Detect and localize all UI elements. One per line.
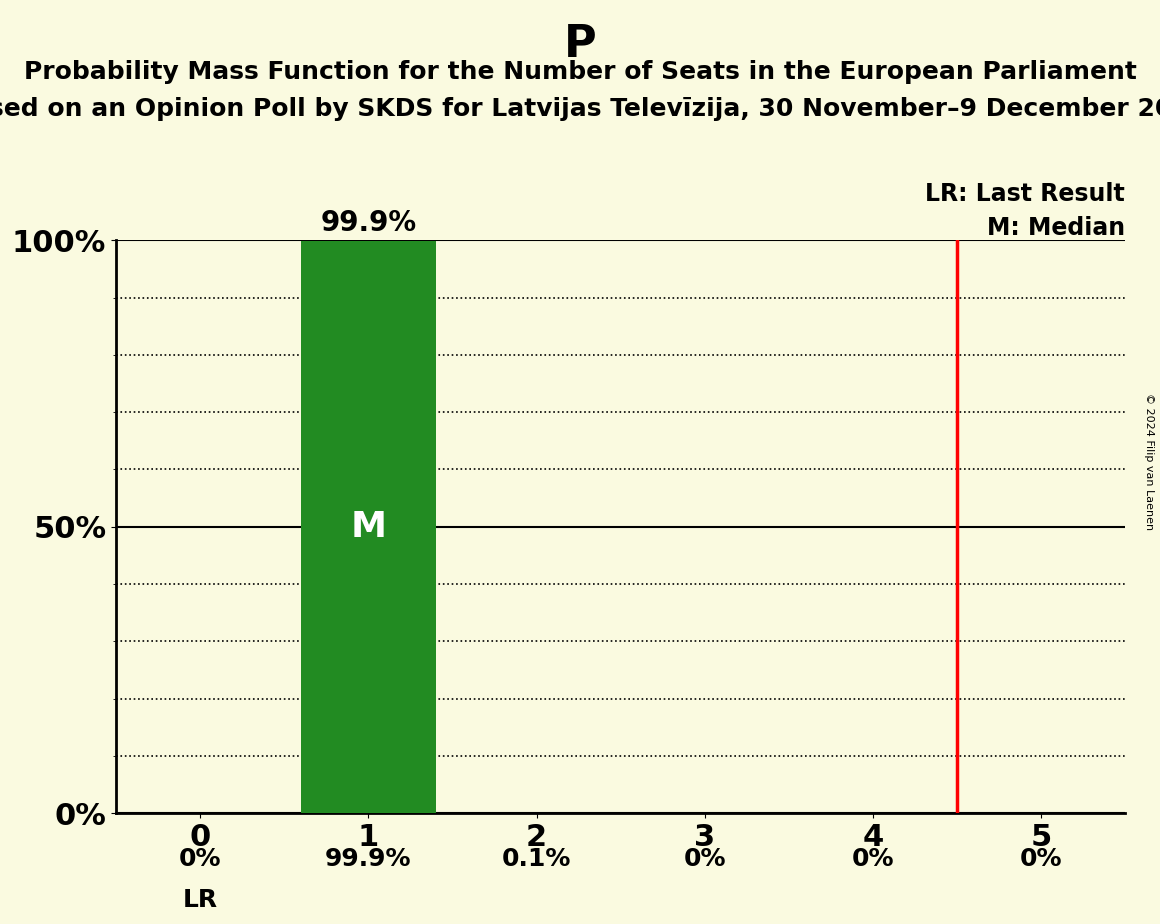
- Bar: [302, 241, 435, 813]
- Text: Probability Mass Function for the Number of Seats in the European Parliament: Probability Mass Function for the Number…: [23, 60, 1137, 84]
- Text: 0%: 0%: [179, 847, 222, 871]
- Text: 0%: 0%: [1020, 847, 1063, 871]
- Text: 0%: 0%: [851, 847, 894, 871]
- Text: LR: LR: [182, 888, 218, 912]
- Text: LR: Last Result: LR: Last Result: [926, 182, 1125, 206]
- Text: 99.9%: 99.9%: [325, 847, 412, 871]
- Text: © 2024 Filip van Laenen: © 2024 Filip van Laenen: [1144, 394, 1154, 530]
- Text: 0.1%: 0.1%: [502, 847, 571, 871]
- Text: 99.9%: 99.9%: [320, 210, 416, 237]
- Text: P: P: [564, 23, 596, 67]
- Text: 0%: 0%: [683, 847, 726, 871]
- Text: Based on an Opinion Poll by SKDS for Latvijas Televīzija, 30 November–9 December: Based on an Opinion Poll by SKDS for Lat…: [0, 97, 1160, 121]
- Text: M: Median: M: Median: [987, 216, 1125, 240]
- Text: M: M: [350, 510, 386, 543]
